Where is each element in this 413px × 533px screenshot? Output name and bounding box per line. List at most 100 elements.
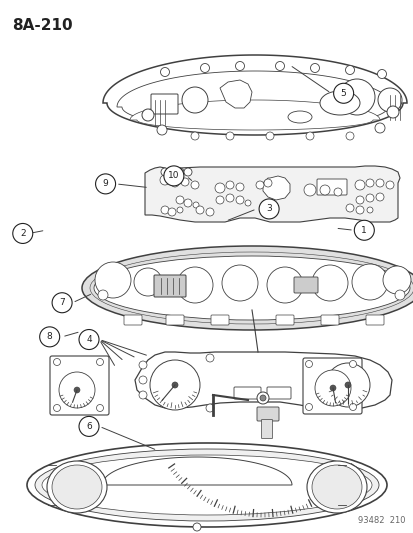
- Circle shape: [177, 267, 212, 303]
- Circle shape: [59, 372, 95, 408]
- Polygon shape: [219, 80, 252, 108]
- FancyBboxPatch shape: [365, 315, 383, 325]
- Circle shape: [171, 179, 178, 187]
- Circle shape: [354, 220, 373, 240]
- Circle shape: [98, 290, 108, 300]
- Text: 8: 8: [47, 333, 52, 341]
- Circle shape: [355, 206, 363, 214]
- Circle shape: [351, 264, 387, 300]
- Circle shape: [235, 61, 244, 70]
- FancyBboxPatch shape: [320, 315, 338, 325]
- Circle shape: [214, 183, 224, 193]
- Polygon shape: [117, 71, 392, 129]
- Circle shape: [180, 178, 189, 186]
- Ellipse shape: [47, 461, 107, 513]
- Circle shape: [235, 196, 243, 204]
- FancyBboxPatch shape: [154, 275, 185, 297]
- Circle shape: [311, 265, 347, 301]
- Circle shape: [333, 188, 341, 196]
- Circle shape: [375, 179, 383, 187]
- Circle shape: [183, 199, 192, 207]
- Circle shape: [345, 204, 353, 212]
- Circle shape: [95, 174, 115, 194]
- Circle shape: [139, 391, 147, 399]
- Circle shape: [79, 329, 99, 350]
- Circle shape: [354, 180, 364, 190]
- Circle shape: [377, 69, 386, 78]
- Circle shape: [355, 196, 363, 204]
- Circle shape: [377, 88, 401, 112]
- Circle shape: [329, 385, 335, 391]
- Circle shape: [164, 166, 183, 186]
- Polygon shape: [130, 100, 379, 130]
- Polygon shape: [262, 176, 289, 200]
- Circle shape: [310, 63, 319, 72]
- Circle shape: [259, 199, 278, 219]
- Circle shape: [150, 360, 199, 410]
- Ellipse shape: [306, 461, 366, 513]
- FancyBboxPatch shape: [233, 387, 260, 399]
- Circle shape: [206, 354, 214, 362]
- Circle shape: [52, 293, 72, 313]
- Circle shape: [95, 262, 131, 298]
- Ellipse shape: [52, 465, 102, 509]
- Circle shape: [345, 66, 354, 75]
- Text: 10: 10: [168, 172, 179, 180]
- Ellipse shape: [94, 256, 409, 320]
- Circle shape: [183, 168, 192, 176]
- Circle shape: [157, 125, 166, 135]
- Circle shape: [53, 405, 60, 411]
- Circle shape: [338, 79, 374, 115]
- Circle shape: [365, 194, 373, 202]
- Circle shape: [190, 181, 199, 189]
- FancyBboxPatch shape: [302, 358, 361, 414]
- Text: 5: 5: [340, 89, 346, 98]
- Circle shape: [206, 404, 214, 412]
- Circle shape: [161, 168, 169, 176]
- Text: 3: 3: [266, 205, 271, 213]
- FancyBboxPatch shape: [266, 387, 290, 399]
- Circle shape: [333, 83, 353, 103]
- Circle shape: [266, 132, 273, 140]
- Circle shape: [13, 223, 33, 244]
- Circle shape: [375, 193, 383, 201]
- Circle shape: [195, 206, 204, 214]
- Circle shape: [244, 200, 250, 206]
- Circle shape: [139, 361, 147, 369]
- Circle shape: [349, 403, 356, 410]
- Circle shape: [96, 405, 103, 411]
- Circle shape: [382, 266, 410, 294]
- Circle shape: [275, 61, 284, 70]
- FancyBboxPatch shape: [151, 94, 178, 114]
- Ellipse shape: [319, 91, 359, 115]
- Circle shape: [225, 132, 233, 140]
- Circle shape: [96, 359, 103, 366]
- Circle shape: [53, 359, 60, 366]
- FancyBboxPatch shape: [166, 315, 183, 325]
- Circle shape: [171, 382, 178, 388]
- FancyBboxPatch shape: [293, 277, 317, 293]
- Circle shape: [394, 290, 404, 300]
- Circle shape: [344, 382, 350, 388]
- Ellipse shape: [42, 455, 371, 515]
- Circle shape: [365, 179, 373, 187]
- Circle shape: [256, 392, 268, 404]
- Text: 8A-210: 8A-210: [12, 18, 72, 33]
- Text: 4: 4: [86, 335, 92, 344]
- Circle shape: [168, 208, 176, 216]
- FancyBboxPatch shape: [316, 179, 346, 195]
- Ellipse shape: [27, 443, 386, 527]
- Circle shape: [303, 184, 315, 196]
- Circle shape: [263, 179, 271, 187]
- Circle shape: [176, 168, 183, 176]
- FancyBboxPatch shape: [124, 315, 142, 325]
- Ellipse shape: [35, 449, 378, 521]
- Circle shape: [139, 376, 147, 384]
- Circle shape: [325, 363, 369, 407]
- Circle shape: [255, 181, 263, 189]
- Circle shape: [134, 268, 161, 296]
- Circle shape: [177, 207, 183, 213]
- Ellipse shape: [311, 465, 361, 509]
- Text: 9: 9: [102, 180, 108, 188]
- Circle shape: [161, 206, 169, 214]
